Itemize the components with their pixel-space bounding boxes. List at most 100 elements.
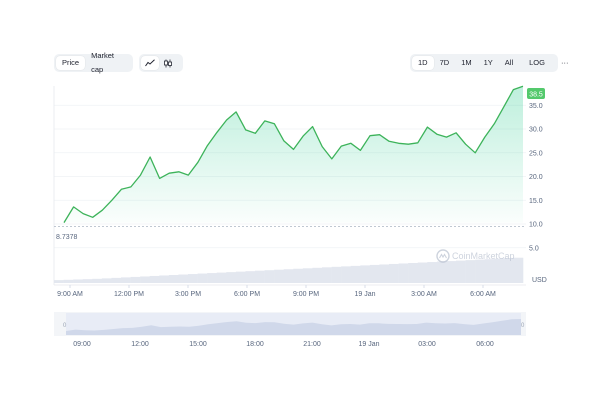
volume-bar	[188, 274, 198, 283]
volume-bar	[283, 269, 294, 283]
navigator-area	[66, 319, 521, 335]
volume-bar	[341, 266, 352, 283]
candlestick-icon[interactable]	[159, 56, 177, 70]
navigator-label: 12:00	[131, 341, 149, 348]
current-price-label: 38.5	[529, 92, 543, 99]
volume-bar	[130, 276, 141, 283]
navigator-label: 15:00	[189, 341, 207, 348]
range-all[interactable]: All	[504, 58, 514, 67]
volume-bar	[159, 275, 170, 283]
navigator-label: 09:00	[73, 341, 91, 348]
tab-price[interactable]: Price	[56, 56, 86, 70]
volume-bar	[197, 273, 208, 283]
volume-bar	[446, 261, 457, 283]
volume-bar	[302, 268, 313, 283]
x-axis-label: 6:00 AM	[470, 291, 496, 298]
volume-bar	[465, 260, 476, 283]
volume-bar	[484, 259, 495, 283]
range-1m[interactable]: 1M	[461, 58, 472, 67]
volume-bar	[101, 278, 112, 283]
navigator-label: 06:00	[476, 341, 494, 348]
volume-bar	[54, 280, 64, 283]
volume-bar	[73, 279, 84, 283]
volume-bar	[245, 271, 256, 283]
volume-bar	[121, 277, 131, 283]
volume-bar	[369, 264, 380, 283]
open-price-label: 8.7378	[56, 234, 78, 241]
volume-bar	[312, 267, 323, 283]
volume-bar	[226, 272, 237, 283]
volume-bar	[513, 257, 524, 283]
navigator-left-handle[interactable]: 0	[63, 323, 67, 329]
y-axis-tick: 30.0	[529, 127, 543, 134]
volume-bar	[360, 265, 371, 283]
volume-bar	[427, 262, 438, 283]
y-axis-tick: 25.0	[529, 150, 543, 157]
volume-bar	[350, 265, 361, 283]
price-line	[63, 85, 524, 223]
watermark-text: CoinMarketCap	[452, 251, 515, 261]
volume-bar	[456, 260, 466, 283]
x-axis-label: 9:00 AM	[57, 291, 83, 298]
x-axis-label: 9:00 PM	[293, 291, 319, 298]
more-options-button[interactable]: ···	[560, 58, 569, 67]
svg-text:0: 0	[63, 323, 67, 329]
y-axis-tick: 20.0	[529, 174, 543, 181]
log-scale-button[interactable]: LOG	[529, 58, 545, 67]
volume-bar	[63, 279, 74, 283]
range-1y[interactable]: 1Y	[483, 58, 493, 67]
range-1d[interactable]: 1D	[412, 56, 434, 70]
x-axis-label: 3:00 AM	[411, 291, 437, 298]
coinmarketcap-logo-icon	[436, 249, 450, 263]
coinmarketcap-watermark: CoinMarketCap	[436, 249, 515, 263]
svg-text:0: 0	[521, 323, 525, 329]
volume-bar	[475, 259, 486, 283]
current-price-tag: 38.5	[527, 88, 545, 99]
volume-bar	[503, 258, 514, 283]
volume-bar	[82, 279, 93, 283]
volume-bar	[398, 263, 409, 283]
price-area	[64, 86, 523, 223]
navigator-label: 03:00	[418, 341, 436, 348]
x-axis-label: 6:00 PM	[234, 291, 260, 298]
volume-bar	[140, 276, 151, 283]
volume-bar	[408, 263, 419, 283]
x-axis-label: 12:00 PM	[114, 291, 144, 298]
volume-bar	[264, 270, 275, 283]
volume-bar	[389, 263, 399, 283]
x-axis-label: 19 Jan	[354, 291, 375, 298]
volume-bar	[178, 274, 189, 283]
volume-bar	[111, 277, 122, 283]
volume-bar	[216, 272, 227, 283]
volume-bar	[436, 261, 447, 283]
volume-bar	[274, 269, 285, 283]
navigator-label: 18:00	[246, 341, 264, 348]
volume-bar	[379, 264, 390, 283]
line-chart-icon[interactable]	[141, 56, 159, 70]
volume-bar	[417, 262, 428, 283]
volume-bar	[168, 275, 179, 283]
navigator-right-handle[interactable]: 0	[521, 323, 525, 329]
volume-bar	[331, 266, 342, 283]
volume-bar	[92, 278, 103, 283]
volume-bar	[149, 275, 160, 283]
navigator-label: 21:00	[303, 341, 321, 348]
y-axis-tick: 10.0	[529, 222, 543, 229]
range-7d[interactable]: 7D	[439, 58, 450, 67]
navigator-label: 19 Jan	[358, 341, 379, 348]
volume-bar	[207, 273, 218, 283]
volume-bar	[494, 258, 505, 283]
chart-type-toggle	[139, 54, 183, 72]
y-axis-tick: 5.0	[529, 245, 539, 252]
range-toggle: 1D 7D 1M 1Y All LOG ···	[410, 54, 568, 72]
volume-bar	[235, 271, 246, 283]
tab-market-cap[interactable]: Market cap	[91, 51, 115, 74]
x-axis-label: 3:00 PM	[175, 291, 201, 298]
y-axis-tick: 35.0	[529, 103, 543, 110]
volume-bar	[322, 267, 332, 283]
volume-bar	[293, 268, 304, 283]
volume-bar	[255, 270, 265, 283]
y-axis-unit: USD	[532, 277, 547, 284]
y-axis-tick: 15.0	[529, 198, 543, 205]
